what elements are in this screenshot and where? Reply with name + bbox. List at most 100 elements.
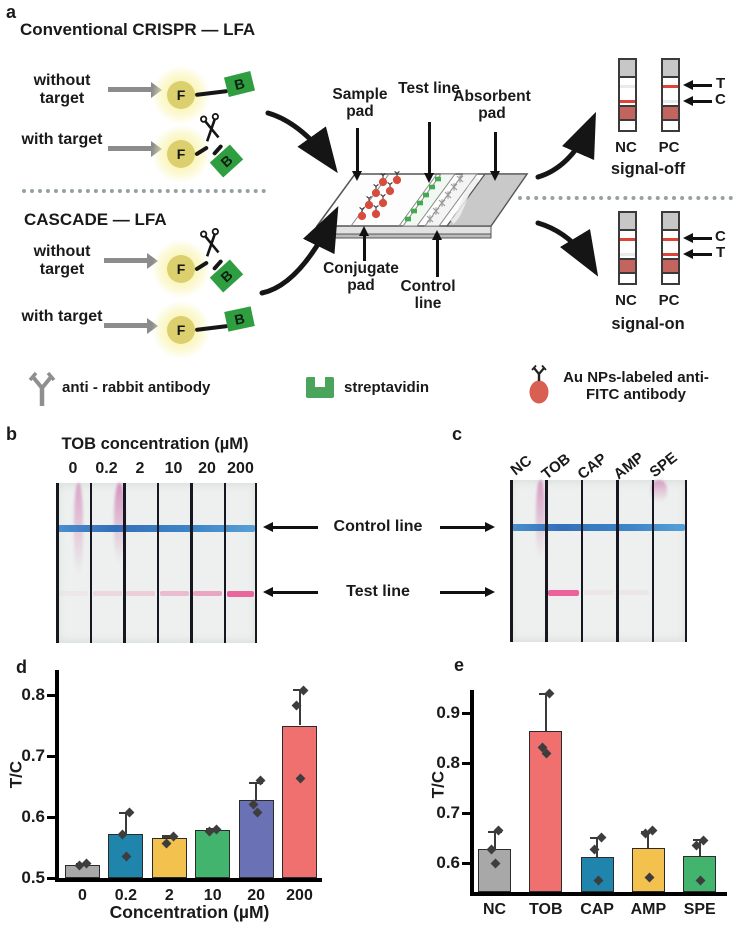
conc-label: 200 xyxy=(227,460,254,477)
strip-conjugate-zone xyxy=(663,260,678,274)
au-np-antibody-icon xyxy=(529,364,549,404)
strip-conjugate-zone xyxy=(663,107,678,121)
y-axis xyxy=(470,690,474,896)
fluorophore-f-label: F xyxy=(167,255,195,283)
category-label: 2 xyxy=(164,887,174,904)
cascade-title: CASCADE — LFA xyxy=(24,210,167,229)
strip-sample-pad xyxy=(663,60,678,78)
conc-label: 10 xyxy=(164,460,183,477)
y-tick-label: 0.6 xyxy=(21,807,45,826)
bar-10 xyxy=(195,830,231,878)
x-axis-label: Concentration (µM) xyxy=(109,902,270,922)
gray-arrow-icon xyxy=(104,252,158,269)
test-line-band xyxy=(227,590,254,597)
error-bar xyxy=(647,830,650,848)
scissors-icon xyxy=(200,228,220,257)
sample-pad-label: Sample pad xyxy=(332,86,388,121)
error-bar xyxy=(255,781,258,800)
test-line-band xyxy=(548,590,579,596)
left-arrow-icon xyxy=(263,522,318,531)
category-label: 0 xyxy=(78,887,87,904)
error-bar xyxy=(124,812,127,835)
category-label: SPE xyxy=(683,901,716,918)
y-tick-label: 0.8 xyxy=(436,753,460,772)
panel-label-e: e xyxy=(454,655,465,675)
panel-b-title: TOB concentration (µM) xyxy=(61,435,249,453)
c-line-arrow-icon xyxy=(683,233,712,242)
sample-label: CAP xyxy=(574,450,610,483)
y-tick-label: 0.7 xyxy=(436,803,460,822)
antibody-legend-label: anti - rabbit antibody xyxy=(62,379,211,396)
panel-label-d: d xyxy=(16,657,27,677)
right-arrow-icon xyxy=(440,587,495,596)
signal-on-caption: signal-on xyxy=(611,315,685,333)
bar-NC xyxy=(478,849,511,892)
error-bar-cap xyxy=(249,781,264,784)
curved-arrows xyxy=(259,110,599,296)
strip-conjugate-zone xyxy=(620,260,635,274)
y-tick xyxy=(462,711,472,715)
conc-label: 2 xyxy=(135,460,145,477)
y-tick xyxy=(47,815,57,819)
streptavidin-legend-label: streptavidin xyxy=(344,379,430,396)
y-tick xyxy=(47,876,57,880)
y-tick xyxy=(462,811,472,815)
y-tick-label: 0.5 xyxy=(21,868,45,887)
chart-panel-d: d 0.5 0.6 0.7 0.8 T/C 0 0.2 2 10 20 200 Concentrati… xyxy=(0,645,440,937)
dotted-divider xyxy=(22,189,266,193)
result-strip-nc xyxy=(618,58,637,132)
chart-panel-e: e 0.6 0.7 0.8 0.9 T/C NC TOB CAP AMP SPE xyxy=(420,645,733,937)
signal-off-caption: signal-off xyxy=(610,160,686,178)
streptavidin-icon xyxy=(306,377,334,398)
category-label: 20 xyxy=(247,887,265,904)
conc-label: 0.2 xyxy=(95,460,118,477)
y-tick xyxy=(47,754,57,758)
conc-label: 20 xyxy=(198,460,216,477)
fluorophore-f-label: F xyxy=(167,81,195,109)
fluorophore-f-label: F xyxy=(167,140,195,168)
result-strip-nc xyxy=(618,211,637,285)
gray-arrow-icon xyxy=(108,140,162,157)
category-label: 0.2 xyxy=(114,887,137,904)
gray-arrow-icon xyxy=(104,317,158,334)
pc-label: PC xyxy=(658,292,680,309)
test-line-annotation: Test line xyxy=(346,583,410,600)
control-line-label: Control line xyxy=(400,278,456,313)
bar-CAP xyxy=(580,856,614,892)
down-arrow-icon xyxy=(424,122,433,183)
c-line-tag: C xyxy=(715,91,726,108)
fluorophore-f-label: F xyxy=(167,316,195,344)
result-strip-pc xyxy=(661,211,680,285)
aunp-legend-label: Au NPs-labeled anti-FITC antibody xyxy=(563,369,709,403)
y-axis xyxy=(55,670,59,882)
up-arrow-icon xyxy=(432,230,441,277)
nc-label: NC xyxy=(615,292,637,309)
panel-label-c: c xyxy=(452,424,463,444)
control-line-band xyxy=(512,524,685,531)
without-target-label: without target xyxy=(33,243,91,278)
strip-sample-pad xyxy=(620,60,635,78)
bar-AMP xyxy=(631,848,665,892)
bar-200 xyxy=(282,725,317,878)
panel-label-b: b xyxy=(6,424,17,444)
y-tick-label: 0.9 xyxy=(436,703,460,722)
y-tick-label: 0.8 xyxy=(21,685,45,704)
pc-label: PC xyxy=(658,139,680,156)
y-axis-label: T/C xyxy=(428,770,448,799)
dotted-divider xyxy=(518,196,733,200)
t-line-arrow-icon xyxy=(683,80,712,89)
t-line-arrow-icon xyxy=(683,249,712,258)
y-tick xyxy=(47,693,57,697)
down-arrow-icon xyxy=(490,132,499,181)
lfa-strip-diagram xyxy=(315,170,529,239)
control-line-annotation: Control line xyxy=(333,518,423,535)
down-arrow-icon xyxy=(352,128,361,181)
scissors-icon xyxy=(200,113,220,142)
category-label: AMP xyxy=(630,901,667,918)
y-axis-label: T/C xyxy=(6,760,26,789)
gray-arrow-icon xyxy=(108,81,162,98)
result-strip-pc xyxy=(661,58,680,132)
panel-b-strip-photo xyxy=(56,483,257,643)
without-target-label: without target xyxy=(33,72,91,107)
